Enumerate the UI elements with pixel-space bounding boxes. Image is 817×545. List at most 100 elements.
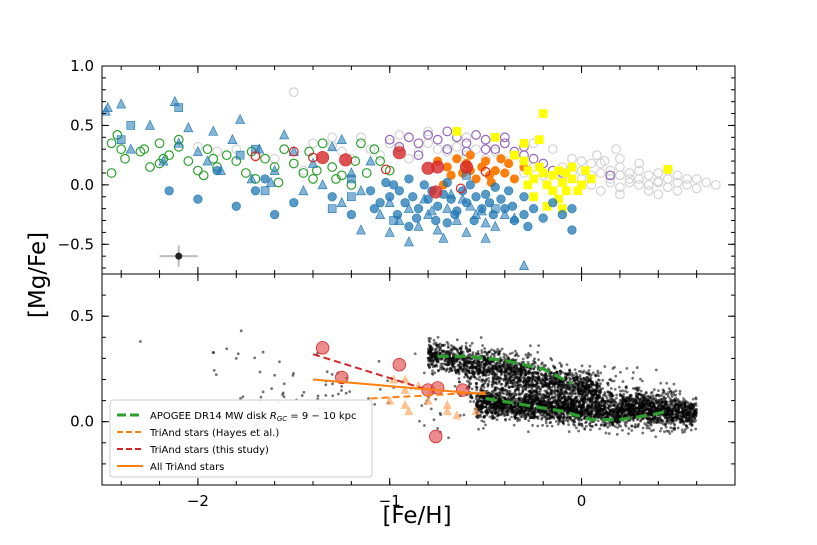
top-open-circle-point (490, 144, 501, 155)
background-star-point (487, 408, 491, 412)
background-star-point (651, 397, 655, 401)
top-filled-circle-point (548, 198, 558, 208)
background-star-point (435, 351, 438, 355)
background-star-point (435, 355, 439, 359)
background-star-point (654, 397, 658, 401)
bottom-panel: 0.00.5−2 −1 0 APOGEE DR14 MW disk RGC = 9 … (70, 273, 736, 510)
background-star-point (669, 426, 673, 430)
top-open-circle-point (682, 174, 692, 184)
top-filled-square-point (452, 127, 462, 136)
background-star-point (427, 352, 431, 356)
background-star-point (433, 357, 437, 361)
background-star-point (556, 392, 560, 396)
top-filled-circle-point (507, 201, 518, 211)
background-star-point (429, 360, 432, 364)
background-star-point (528, 408, 532, 411)
background-star-point (444, 359, 448, 363)
background-star-point (646, 407, 650, 410)
background-star-point (486, 362, 490, 366)
background-star-point (615, 421, 619, 425)
background-star-point (532, 362, 535, 366)
background-star-point (526, 353, 530, 357)
background-star-point (490, 410, 494, 414)
background-star-point (638, 403, 642, 407)
background-star-point (543, 414, 546, 418)
top-filled-square-point (538, 109, 548, 118)
background-star-point (644, 423, 648, 427)
top-filled-triangle-point (480, 217, 491, 228)
top-filled-circle-point (381, 177, 391, 188)
background-star-point (573, 387, 577, 391)
background-star-point (540, 362, 544, 366)
top-filled-triangle-point (215, 164, 226, 175)
background-star-point (453, 384, 457, 388)
background-star-point (615, 432, 619, 436)
background-star-point (567, 372, 570, 375)
top-filled-circle-point (465, 180, 475, 190)
background-star-point (676, 397, 680, 401)
background-star-point (657, 420, 661, 424)
top-open-circle-point (586, 158, 597, 169)
background-star-point (527, 419, 531, 423)
background-star-point (676, 426, 680, 430)
background-star-point (461, 368, 465, 372)
background-star-point (529, 410, 533, 414)
top-filled-triangle-point (346, 167, 357, 178)
background-star-point (600, 396, 603, 400)
background-star-point (500, 412, 503, 416)
background-star-point (514, 413, 518, 417)
background-star-point (485, 408, 489, 412)
background-star-point (524, 387, 528, 391)
top-panel: −0.50.00.51.0 (58, 57, 736, 275)
background-star-point (670, 429, 674, 433)
background-star-point (594, 423, 598, 427)
background-star-point (455, 358, 458, 362)
top-open-circle-point (461, 132, 472, 143)
top-filled-triangle-point (169, 95, 180, 106)
background-star-point (631, 371, 635, 374)
background-star-point (582, 384, 586, 388)
top-filled-circle-point (400, 198, 410, 208)
top-filled-triangle-point (227, 134, 238, 144)
top-filled-square-point (260, 186, 270, 196)
background-star-point (498, 365, 502, 369)
background-star-point (669, 392, 673, 396)
top-ytick-label: −0.5 (58, 235, 94, 253)
background-star-point (572, 418, 576, 422)
top-open-circle-point (643, 179, 654, 190)
background-star-point (621, 428, 624, 432)
top-filled-triangle-point (413, 220, 424, 231)
background-star-point (544, 421, 548, 425)
errorbar-point (175, 252, 183, 260)
background-star-point (432, 342, 436, 346)
background-star-point (481, 426, 485, 430)
background-star-point (473, 376, 477, 380)
background-star-point (494, 389, 497, 392)
background-star-point (543, 384, 547, 387)
top-open-circle-point (691, 174, 702, 184)
top-ticks: −0.50.00.51.0 (58, 57, 736, 274)
background-star-point (554, 420, 558, 423)
background-star-point (443, 343, 446, 347)
top-open-circle-point (198, 170, 209, 181)
background-star-point (587, 368, 591, 372)
background-star-point (539, 413, 543, 417)
top-filled-circle-point (446, 170, 456, 180)
background-star-point (514, 408, 518, 412)
top-open-circle-point (288, 158, 299, 169)
top-open-circle-point (423, 138, 433, 149)
background-star-point (533, 378, 537, 382)
top-open-circle-point (615, 153, 625, 164)
background-star-point (607, 399, 611, 403)
background-star-point (584, 401, 588, 404)
background-star-point (482, 420, 486, 424)
background-star-point (614, 419, 618, 423)
background-star-point (630, 405, 634, 409)
top-filled-circle-point (419, 180, 429, 190)
top-open-circle-point (369, 144, 380, 155)
background-star-point (623, 389, 627, 393)
background-star-point (600, 399, 604, 403)
background-star-point (603, 400, 607, 403)
background-star-point (619, 399, 623, 403)
background-star-point (480, 399, 484, 402)
